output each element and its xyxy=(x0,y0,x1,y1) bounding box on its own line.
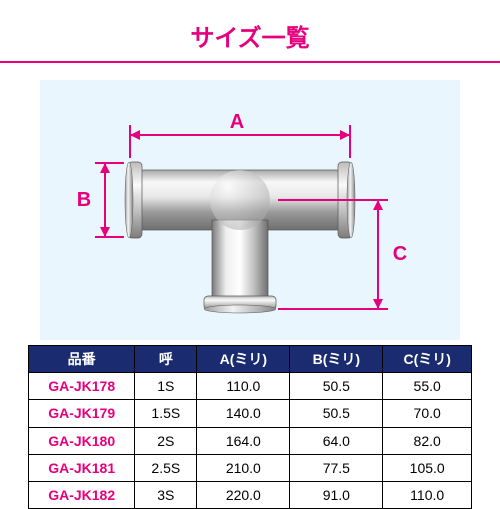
page-title: サイズ一覧 xyxy=(0,0,500,61)
cell-call: 2.5S xyxy=(135,454,197,481)
table-row: GA-JK182 3S 220.0 91.0 110.0 xyxy=(29,481,472,508)
cell-call: 1.5S xyxy=(135,400,197,427)
cell-b: 77.5 xyxy=(290,454,383,481)
diagram-area: A B C xyxy=(0,75,500,345)
cell-call: 2S xyxy=(135,427,197,454)
col-header-a: A(ミリ) xyxy=(197,346,290,373)
table-head: 品番 呼 A(ミリ) B(ミリ) C(ミリ) xyxy=(29,346,472,373)
cell-call: 3S xyxy=(135,481,197,508)
size-table: 品番 呼 A(ミリ) B(ミリ) C(ミリ) GA-JK178 1S 110.0… xyxy=(28,345,472,509)
cell-call: 1S xyxy=(135,373,197,400)
dim-label-b: B xyxy=(77,189,91,211)
dim-label-a: A xyxy=(230,111,244,133)
col-header-part: 品番 xyxy=(29,346,135,373)
cell-c: 82.0 xyxy=(383,427,472,454)
cell-c: 70.0 xyxy=(383,400,472,427)
cell-part: GA-JK181 xyxy=(29,454,135,481)
cell-b: 50.5 xyxy=(290,400,383,427)
diagram-svg: A B C xyxy=(40,80,460,340)
cell-b: 64.0 xyxy=(290,427,383,454)
size-table-wrap: 品番 呼 A(ミリ) B(ミリ) C(ミリ) GA-JK178 1S 110.0… xyxy=(0,345,500,509)
cell-part: GA-JK182 xyxy=(29,481,135,508)
cell-part: GA-JK180 xyxy=(29,427,135,454)
col-header-c: C(ミリ) xyxy=(383,346,472,373)
cell-b: 91.0 xyxy=(290,481,383,508)
col-header-call: 呼 xyxy=(135,346,197,373)
cell-part: GA-JK178 xyxy=(29,373,135,400)
cell-c: 110.0 xyxy=(383,481,472,508)
cell-a: 164.0 xyxy=(197,427,290,454)
cell-part: GA-JK179 xyxy=(29,400,135,427)
cell-a: 140.0 xyxy=(197,400,290,427)
cell-c: 105.0 xyxy=(383,454,472,481)
col-header-b: B(ミリ) xyxy=(290,346,383,373)
table-body: GA-JK178 1S 110.0 50.5 55.0 GA-JK179 1.5… xyxy=(29,373,472,509)
dim-label-c: C xyxy=(393,243,407,265)
table-row: GA-JK179 1.5S 140.0 50.5 70.0 xyxy=(29,400,472,427)
cell-b: 50.5 xyxy=(290,373,383,400)
cell-c: 55.0 xyxy=(383,373,472,400)
table-row: GA-JK178 1S 110.0 50.5 55.0 xyxy=(29,373,472,400)
title-underline xyxy=(0,61,500,63)
table-row: GA-JK180 2S 164.0 64.0 82.0 xyxy=(29,427,472,454)
table-row: GA-JK181 2.5S 210.0 77.5 105.0 xyxy=(29,454,472,481)
cell-a: 210.0 xyxy=(197,454,290,481)
cell-a: 110.0 xyxy=(197,373,290,400)
cell-a: 220.0 xyxy=(197,481,290,508)
